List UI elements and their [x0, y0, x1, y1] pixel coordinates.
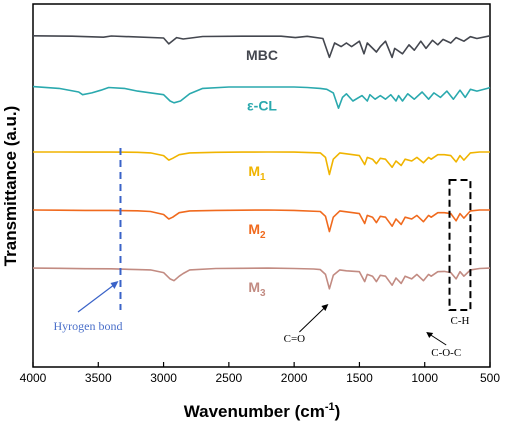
- hydrogen-bond-label: Hyrogen bond: [54, 319, 123, 333]
- series-label-sub-4: 3: [260, 288, 266, 299]
- carbonyl-label: C=O: [284, 333, 306, 345]
- series-label-main-2: M: [248, 163, 260, 179]
- series-label-main-3: M: [248, 221, 260, 237]
- x-axis-ticks: 4000 3500 3000 2500 2000 1500 1000 500: [20, 362, 500, 385]
- x-axis-title-main: Wavenumber (cm: [184, 402, 325, 421]
- y-axis-title: Transmittance (a.u.): [1, 106, 20, 267]
- carbonyl-arrowhead: [321, 304, 329, 311]
- series-line-1: [32, 85, 491, 109]
- x-axis-title: Wavenumber (cm-1): [184, 401, 341, 421]
- hydrogen-bond-arrow: [77, 282, 117, 313]
- x-axis-title-end: ): [335, 402, 341, 421]
- series-label-4: M3: [248, 279, 266, 299]
- series-label-main-0: MBC: [246, 47, 278, 63]
- series-label-1: ε-CL: [247, 98, 277, 114]
- annotations-group: Hyrogen bond C=O C-O-C C-H: [54, 148, 472, 359]
- ch-label: C-H: [450, 315, 469, 327]
- series-line-3: [32, 209, 490, 233]
- x-tick-label-0: 4000: [20, 371, 47, 385]
- plot-frame: [32, 3, 491, 368]
- x-tick-label-6: 1000: [411, 371, 438, 385]
- ch-box: [448, 179, 472, 311]
- ester-arrowhead: [426, 332, 434, 338]
- x-tick-label-5: 1500: [346, 371, 373, 385]
- series-label-2: M1: [248, 163, 266, 183]
- series-label-sub-2: 1: [260, 172, 266, 183]
- series-line-2: [33, 151, 490, 176]
- x-tick-label-2: 3000: [150, 371, 177, 385]
- series-label-3: M2: [248, 221, 266, 241]
- hydrogen-bond-arrowhead: [110, 281, 119, 289]
- x-tick-label-3: 2500: [216, 371, 243, 385]
- x-tick-label-4: 2000: [281, 371, 308, 385]
- series-line-0: [32, 35, 491, 59]
- series-label-0: MBC: [246, 47, 278, 63]
- series-label-sub-3: 2: [260, 230, 266, 241]
- series-line-4: [32, 267, 491, 290]
- series-label-main-1: ε-CL: [247, 98, 277, 114]
- ester-arrow: [428, 333, 447, 346]
- series-label-main-4: M: [248, 279, 260, 295]
- ester-label: C-O-C: [431, 347, 461, 359]
- x-axis-title-sup: -1: [325, 401, 335, 413]
- carbonyl-arrow: [299, 305, 327, 333]
- x-tick-label-7: 500: [480, 371, 500, 385]
- x-tick-label-1: 3500: [85, 371, 112, 385]
